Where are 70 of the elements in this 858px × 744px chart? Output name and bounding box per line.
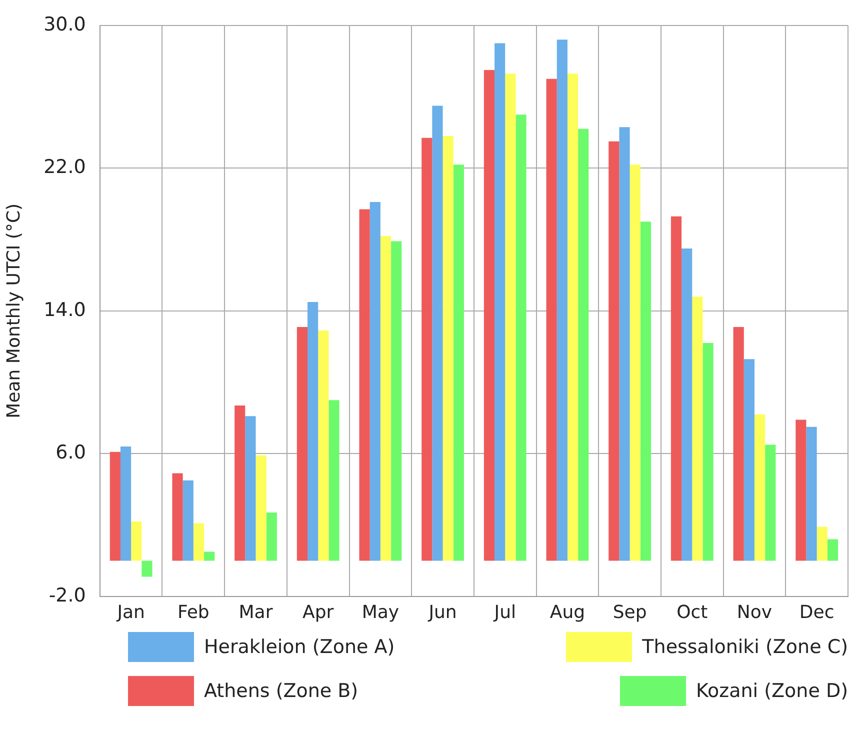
x-tick-label: Apr xyxy=(302,602,334,623)
bar xyxy=(296,326,308,561)
x-tick-label: Feb xyxy=(177,602,210,623)
bar xyxy=(110,452,120,561)
bar xyxy=(318,330,329,561)
x-tick-label: Oct xyxy=(676,602,708,623)
x-tick-label: Jun xyxy=(428,602,457,623)
bar xyxy=(765,444,776,561)
bar xyxy=(484,70,495,561)
bar xyxy=(193,523,204,561)
bar xyxy=(172,473,183,561)
bar xyxy=(754,414,766,561)
bar xyxy=(608,141,620,561)
bar xyxy=(182,480,194,561)
bar xyxy=(391,241,402,561)
bar xyxy=(204,552,215,561)
bar xyxy=(578,128,589,561)
bar xyxy=(142,560,152,577)
bar xyxy=(796,420,806,561)
bar xyxy=(370,202,380,561)
bar xyxy=(702,343,714,561)
bar xyxy=(567,74,578,561)
legend-label: Athens (Zone B) xyxy=(204,680,358,702)
bar xyxy=(630,164,640,561)
x-tick-label: Jan xyxy=(116,602,145,623)
bar xyxy=(546,78,557,561)
bar xyxy=(234,405,246,561)
bar xyxy=(432,106,443,561)
x-tick-label: Dec xyxy=(799,602,834,623)
bar xyxy=(131,521,142,561)
bar xyxy=(744,359,754,561)
bar xyxy=(266,512,277,561)
legend-label: Thessaloniki (Zone C) xyxy=(642,636,848,658)
legend-label: Kozani (Zone D) xyxy=(696,680,848,702)
bar xyxy=(670,216,682,561)
bar xyxy=(453,164,464,561)
bar xyxy=(640,222,651,561)
bar xyxy=(692,296,703,561)
bar xyxy=(380,236,392,561)
bar xyxy=(505,74,516,561)
bar xyxy=(359,209,370,561)
bar xyxy=(806,426,817,561)
x-tick-label: May xyxy=(362,602,400,623)
bar xyxy=(120,446,132,561)
bar xyxy=(328,400,340,561)
bar xyxy=(682,248,692,561)
bar xyxy=(422,138,432,561)
bar xyxy=(827,539,838,561)
bar xyxy=(556,40,568,561)
x-tick-label: Nov xyxy=(736,602,772,623)
legend-label: Herakleion (Zone A) xyxy=(204,636,395,658)
x-tick-label: Sep xyxy=(612,602,647,623)
y-tick-label: 22.0 xyxy=(44,156,86,178)
bar xyxy=(619,127,630,561)
bar xyxy=(733,326,744,561)
bar xyxy=(442,136,454,561)
y-tick-label: 30.0 xyxy=(44,13,86,36)
x-tick-label: Mar xyxy=(238,602,274,623)
bar xyxy=(516,114,526,561)
bar xyxy=(308,302,318,561)
y-axis-title: Mean Monthly UTCI (°C) xyxy=(3,203,24,418)
y-tick-label: 14.0 xyxy=(44,298,86,321)
x-tick-label: Jul xyxy=(493,602,516,623)
bar xyxy=(256,455,266,561)
bar xyxy=(494,43,506,561)
y-tick-label: -2.0 xyxy=(48,584,86,606)
bar xyxy=(816,526,828,561)
bar xyxy=(245,416,256,561)
x-tick-label: Aug xyxy=(550,602,586,623)
y-tick-label: 6.0 xyxy=(56,442,86,464)
